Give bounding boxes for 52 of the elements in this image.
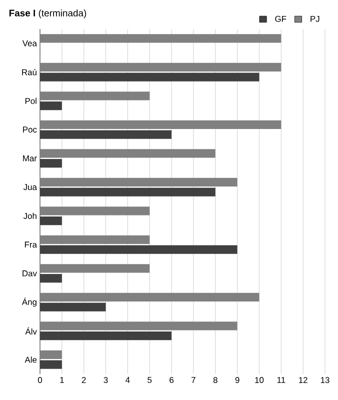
x-tick-label: 1 — [60, 377, 64, 383]
y-tick-label: Mar — [23, 155, 37, 162]
bar — [40, 245, 238, 254]
bar — [40, 292, 260, 302]
bar — [40, 216, 62, 226]
legend-label: GF — [275, 16, 286, 22]
legend-label: PJ — [310, 16, 320, 22]
bar — [40, 188, 216, 196]
x-tick-label: 9 — [235, 377, 240, 384]
bar — [40, 149, 216, 158]
y-tick-label: Dav — [22, 270, 37, 276]
x-tick-label: 8 — [213, 377, 218, 384]
y-tick-label: Raú — [22, 68, 36, 76]
x-tick-label: 2 — [82, 377, 86, 383]
bar — [40, 350, 62, 360]
x-tick-label: 11 — [277, 377, 286, 383]
y-tick-label: Pol — [25, 98, 36, 104]
x-tick-label: 4 — [126, 377, 130, 383]
bar — [40, 274, 62, 283]
bar — [40, 62, 282, 72]
bar — [40, 130, 172, 139]
bar — [40, 360, 62, 369]
bar — [40, 178, 238, 187]
x-tick-label: 12 — [299, 377, 308, 383]
y-tick-label: Poc — [23, 126, 37, 133]
y-tick-label: Fra — [24, 242, 37, 248]
x-tick-label: 13 — [320, 377, 330, 384]
y-tick-label: Vea — [22, 40, 37, 46]
bar — [40, 101, 62, 110]
bar — [40, 92, 150, 100]
x-tick-label: 10 — [255, 377, 264, 384]
y-tick-label: Jua — [23, 184, 37, 190]
x-tick-label: 0 — [38, 377, 42, 384]
bar — [40, 34, 282, 43]
bar — [40, 206, 150, 216]
y-tick-label: Joh — [23, 212, 36, 219]
y-tick-label: Ale — [24, 356, 37, 363]
bar — [40, 331, 172, 340]
bar — [40, 235, 150, 244]
bar — [40, 120, 282, 130]
bar — [40, 322, 238, 330]
bar — [40, 302, 106, 312]
bar — [40, 158, 62, 168]
x-tick-label: 7 — [192, 377, 196, 383]
y-tick-label: Áng — [22, 298, 36, 307]
bar — [40, 264, 150, 273]
y-tick-label: Álv — [25, 327, 37, 335]
bar — [40, 72, 260, 82]
x-tick-label: 3 — [104, 377, 108, 384]
chart-title: Fase I (terminada) — [9, 9, 86, 18]
x-tick-label: 6 — [170, 377, 174, 384]
x-tick-label: 5 — [148, 377, 152, 383]
